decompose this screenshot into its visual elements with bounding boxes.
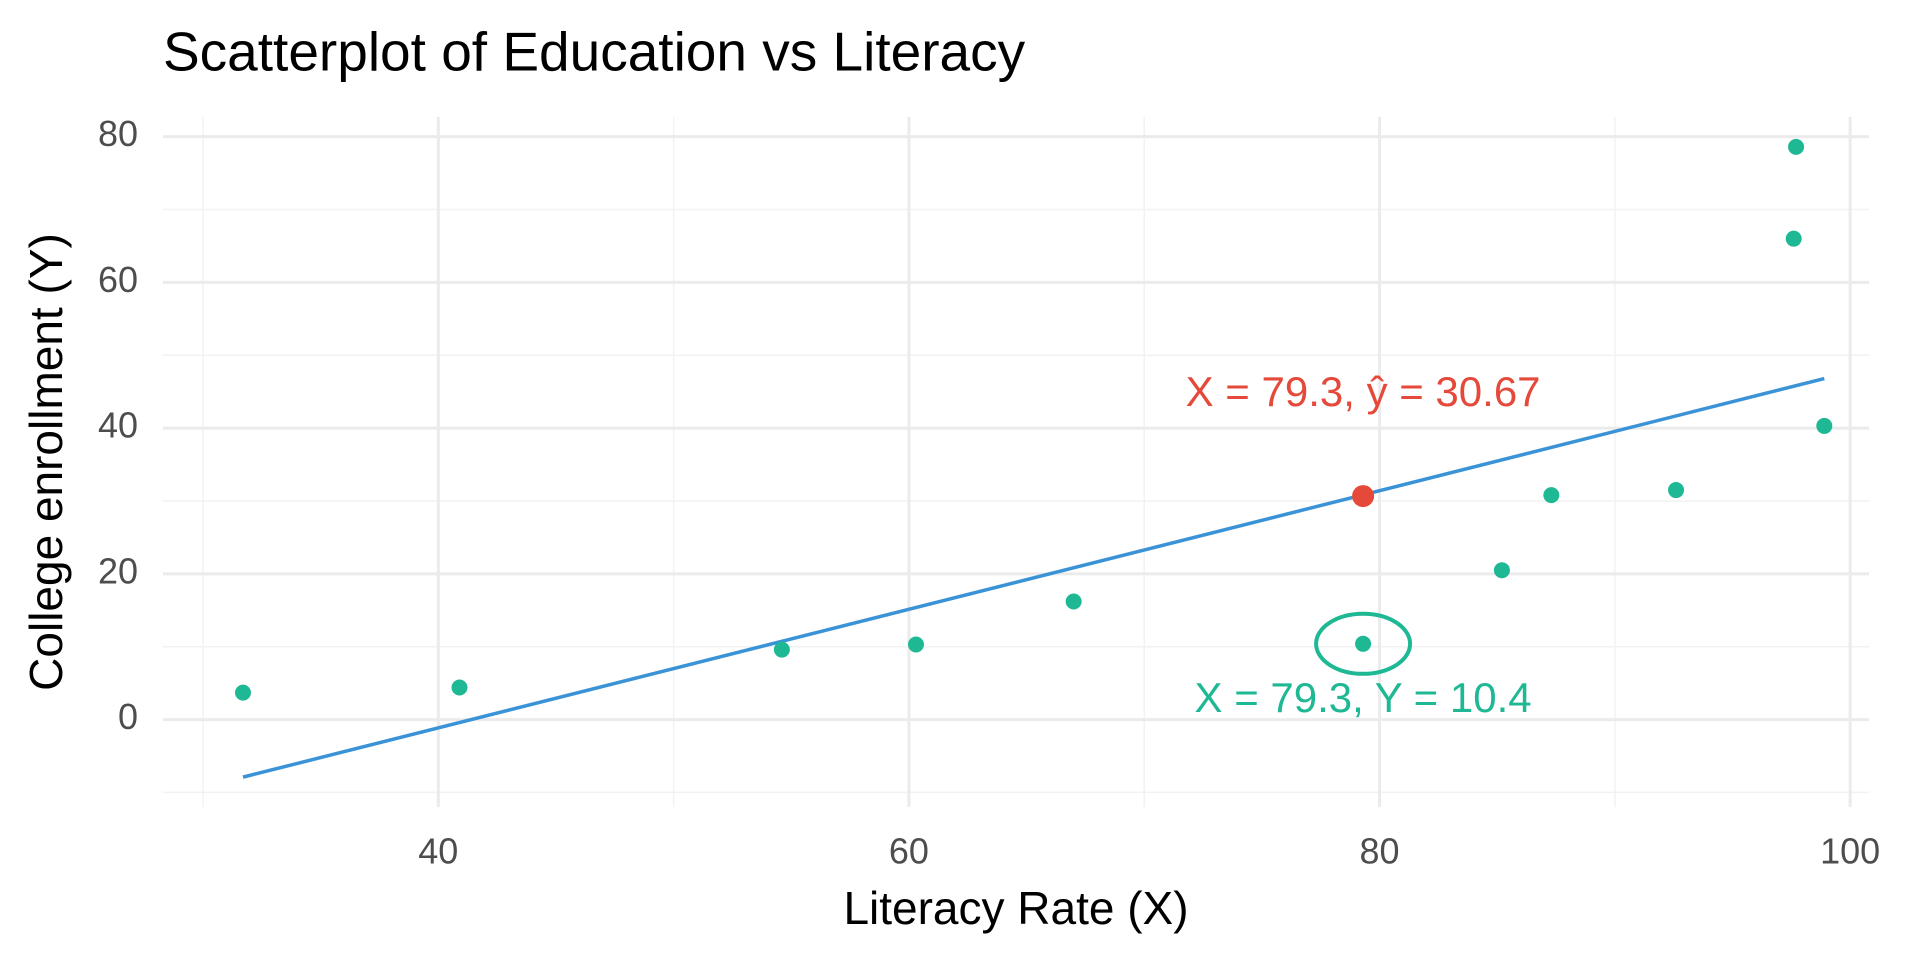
point — [1816, 417, 1833, 434]
y-tick-label: 20 — [98, 550, 138, 591]
point — [1788, 138, 1805, 155]
x-tick-label: 100 — [1820, 831, 1880, 872]
highlight-ellipse — [1314, 611, 1413, 676]
point — [1543, 487, 1560, 504]
chart-title: Scatterplot of Education vs Literacy — [163, 21, 1026, 83]
point — [1785, 230, 1802, 247]
x-tick-label: 40 — [418, 831, 458, 872]
annotation: X = 79.3, ŷ = 30.67 — [1186, 368, 1541, 415]
x-tick-label: 80 — [1360, 831, 1400, 872]
y-tick-label: 60 — [98, 259, 138, 300]
y-axis-title: College enrollment (Y) — [20, 233, 72, 691]
point — [1355, 635, 1372, 652]
y-tick-label: 40 — [98, 405, 138, 446]
fit-line — [242, 376, 1825, 779]
y-tick-label: 0 — [118, 696, 138, 737]
x-tick-label: 60 — [889, 831, 929, 872]
point — [907, 636, 924, 653]
annotation: X = 79.3, Y = 10.4 — [1195, 674, 1532, 721]
point — [1668, 482, 1685, 499]
point — [451, 679, 468, 696]
point — [1065, 593, 1082, 610]
point — [1493, 562, 1510, 579]
highlight-point — [1352, 485, 1375, 508]
y-tick-label: 80 — [98, 113, 138, 154]
x-axis-title: Literacy Rate (X) — [843, 882, 1188, 934]
point — [773, 641, 790, 658]
point — [235, 684, 252, 701]
